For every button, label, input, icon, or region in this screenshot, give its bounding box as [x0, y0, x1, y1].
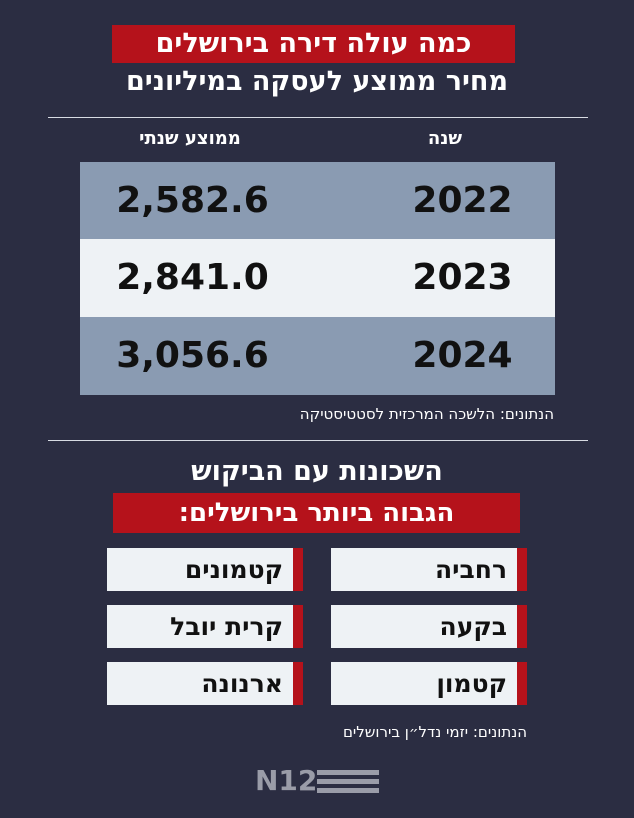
divider — [48, 117, 588, 118]
table-row: 2023 2,841.0 — [80, 239, 555, 317]
logo: N12 — [255, 765, 380, 797]
section-highlight: הגבוה ביותר בירושלים: — [113, 493, 520, 533]
logo-bar — [317, 779, 379, 784]
column-header: ממוצע שנתי — [139, 128, 241, 149]
table-row: 2022 2,582.6 — [80, 162, 555, 240]
average: 2,841.0 — [116, 257, 269, 298]
average: 3,056.6 — [116, 335, 269, 376]
neighborhood-name: קטמון — [436, 669, 507, 698]
card-accent — [293, 662, 303, 705]
logo-text: N12 — [255, 764, 318, 797]
neighborhood-name: בקעה — [439, 612, 507, 641]
neighborhood-card: ארנונה — [107, 662, 303, 705]
neighborhood-name: קרית יובל — [170, 612, 283, 641]
card-accent — [293, 605, 303, 648]
neighborhood-name: רחביה — [434, 555, 507, 584]
year: 2024 — [412, 335, 513, 376]
neighborhood-name: ארנונה — [201, 669, 283, 698]
neighborhood-card: בקעה — [331, 605, 527, 648]
column-header: שנה — [427, 128, 463, 149]
card-accent — [517, 548, 527, 591]
year: 2022 — [412, 180, 513, 221]
neighborhood-card: רחביה — [331, 548, 527, 591]
neighborhood-card: קטמון — [331, 662, 527, 705]
subtitle: מחיר ממוצע לעסקה במיליונים — [125, 66, 509, 97]
title: כמה עולה דירה בירושלים — [112, 25, 515, 63]
average: 2,582.6 — [116, 180, 269, 221]
divider — [48, 440, 588, 441]
neighborhood-card: קרית יובל — [107, 605, 303, 648]
card-accent — [517, 605, 527, 648]
section-title: השכונות עם הביקוש — [191, 456, 443, 487]
logo-bar — [317, 770, 379, 775]
source: הנתונים: הלשכה המרכזית לסטטיסטיקה — [299, 405, 554, 423]
card-accent — [293, 548, 303, 591]
logo-bar — [317, 788, 379, 793]
neighborhood-name: קטמונים — [184, 555, 283, 584]
source: הנתונים: יזמי נדל״ן בירושלים — [342, 723, 527, 741]
year: 2023 — [412, 257, 513, 298]
card-accent — [517, 662, 527, 705]
neighborhood-card: קטמונים — [107, 548, 303, 591]
table-row: 2024 3,056.6 — [80, 317, 555, 395]
